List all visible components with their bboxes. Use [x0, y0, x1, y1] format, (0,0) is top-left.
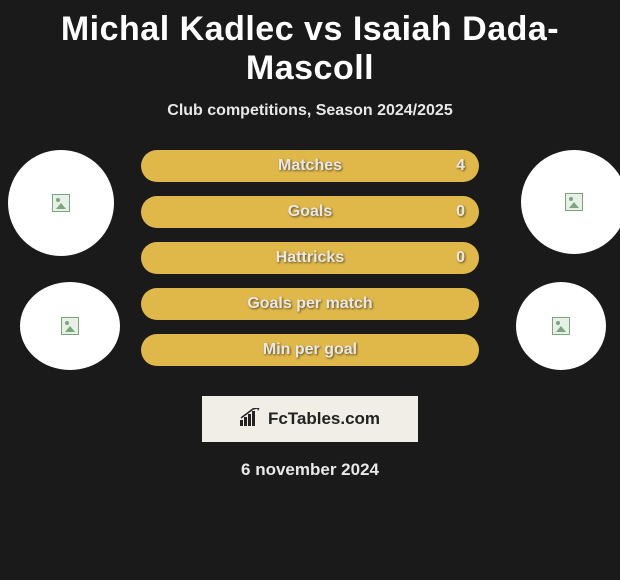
subtitle: Club competitions, Season 2024/2025	[0, 102, 620, 120]
stat-label: Hattricks	[276, 249, 344, 267]
stat-bar-goals: Goals 0	[141, 196, 479, 228]
stat-value-right: 0	[456, 249, 465, 267]
stat-value-right: 4	[456, 157, 465, 175]
player2-avatar	[521, 150, 620, 254]
stat-value-right: 0	[456, 203, 465, 221]
page-title: Michal Kadlec vs Isaiah Dada-Mascoll	[0, 0, 620, 88]
stat-bar-hattricks: Hattricks 0	[141, 242, 479, 274]
comparison-content: Matches 4 Goals 0 Hattricks 0 Goals per …	[0, 150, 620, 380]
image-placeholder-icon	[52, 194, 70, 212]
logo-box[interactable]: FcTables.com	[202, 396, 418, 442]
stats-bars: Matches 4 Goals 0 Hattricks 0 Goals per …	[141, 150, 479, 366]
image-placeholder-icon	[565, 193, 583, 211]
stat-label: Min per goal	[263, 341, 357, 359]
date-label: 6 november 2024	[0, 460, 620, 480]
stat-label: Matches	[278, 157, 342, 175]
player1-avatar	[8, 150, 114, 256]
logo-text: FcTables.com	[268, 409, 380, 429]
chart-icon	[240, 408, 262, 431]
stat-bar-goals-per-match: Goals per match	[141, 288, 479, 320]
stat-label: Goals per match	[247, 295, 372, 313]
stat-label: Goals	[288, 203, 332, 221]
stat-bar-min-per-goal: Min per goal	[141, 334, 479, 366]
club1-avatar	[20, 282, 120, 370]
image-placeholder-icon	[61, 317, 79, 335]
stat-bar-matches: Matches 4	[141, 150, 479, 182]
image-placeholder-icon	[552, 317, 570, 335]
club2-avatar	[516, 282, 606, 370]
